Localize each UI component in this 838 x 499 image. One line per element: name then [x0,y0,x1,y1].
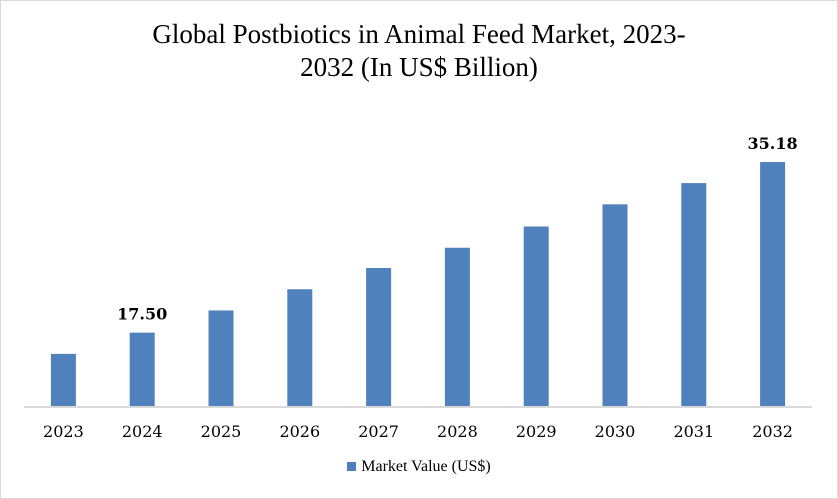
x-tick-label: 2023 [43,422,84,441]
bar-2028 [444,247,470,406]
bar-2027 [366,268,392,406]
x-tick-label: 2031 [673,422,714,441]
legend-swatch [347,462,357,471]
x-tick-label: 2027 [358,422,399,441]
bar-2025 [208,310,234,406]
bar-2024 [129,332,155,406]
chart-title: Global Postbiotics in Animal Feed Market… [0,18,838,84]
x-tick-label: 2026 [279,422,320,441]
x-tick-label: 2028 [437,422,478,441]
legend-label: Market Value (US$) [361,458,491,475]
bar-2023 [50,353,76,406]
chart-title-line-2: 2032 (In US$ Billion) [300,52,538,82]
x-tick-label: 2025 [201,422,242,441]
bar-2030 [602,204,628,406]
x-tick-label: 2029 [516,422,557,441]
data-label: 35.18 [748,134,798,153]
chart-title-line-1: Global Postbiotics in Animal Feed Market… [152,19,686,49]
legend: Market Value (US$) [0,458,838,476]
x-tick-label: 2030 [595,422,636,441]
data-label: 17.50 [117,305,167,324]
x-tick-label: 2032 [752,422,793,441]
bar-2032 [760,162,786,406]
bar-2026 [287,289,313,406]
bar-2031 [681,183,707,406]
x-tick-label: 2024 [122,422,163,441]
bar-2029 [523,226,549,406]
